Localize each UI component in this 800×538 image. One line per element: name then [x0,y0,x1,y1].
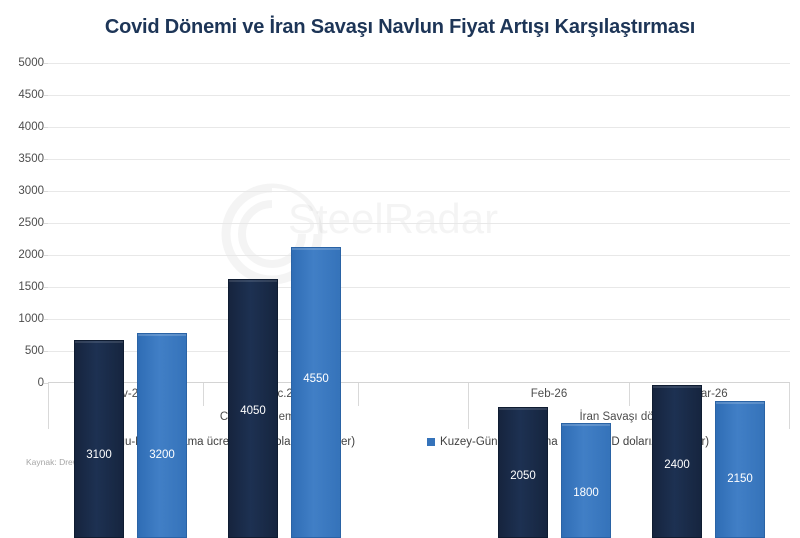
plot-bars: 3100 3200 4050 4550 2050 1800 2400 2150 [48,63,800,538]
x-axis-line [48,382,790,383]
gridline [48,95,790,96]
bar-dogu-bati-nov-20[interactable]: 3100 [74,340,124,538]
bar-value-label: 3200 [149,449,175,461]
bar-kuzey-guney-dec-20[interactable]: 4550 [291,247,341,538]
y-tick-mark [44,63,48,64]
bar-kuzey-guney-mar-26[interactable]: 2150 [715,401,765,538]
y-tick-label: 2000 [18,249,44,261]
y-axis: 5000 4500 4000 3500 3000 2500 2000 1500 … [0,57,48,389]
bar-value-label: 4550 [303,373,329,385]
chart-container: SteelRadar Covid Dönemi ve İran Savaşı N… [0,16,790,538]
x-tick-label-empty [358,383,468,406]
gridline [48,255,790,256]
gridline [48,63,790,64]
bar-value-label: 2400 [664,459,690,471]
gridline [48,159,790,160]
bar-value-label: 2050 [510,470,536,482]
gridline [48,127,790,128]
y-tick-label: 5000 [18,57,44,69]
y-tick-label: 3500 [18,153,44,165]
gridline [48,223,790,224]
category-row: Nov-20 Dec.20 Feb-26 Mar-26 [48,383,790,406]
chart-title: Covid Dönemi ve İran Savaşı Navlun Fiyat… [104,16,696,38]
y-tick-mark [44,319,48,320]
bar-dogu-bati-feb-26[interactable]: 2050 [498,407,548,538]
y-tick-label: 2500 [18,217,44,229]
y-tick-mark [44,287,48,288]
plot-gridlines [48,63,790,383]
y-tick-mark [44,127,48,128]
bar-dogu-bati-dec-20[interactable]: 4050 [228,279,278,538]
bar-value-label: 1800 [573,487,599,499]
bar-dogu-bati-mar-26[interactable]: 2400 [652,385,702,538]
y-tick-label: 500 [24,345,44,357]
y-tick-mark [44,383,48,384]
y-tick-mark [44,159,48,160]
y-tick-label: 3000 [18,185,44,197]
y-tick-mark [44,191,48,192]
gridline [48,191,790,192]
y-tick-label: 1000 [18,313,44,325]
x-tick-label-feb-26: Feb-26 [468,383,629,406]
source-note: Kaynak: Drewry [26,457,86,467]
gridline [48,287,790,288]
y-tick-label: 1500 [18,281,44,293]
bar-kuzey-guney-feb-26[interactable]: 1800 [561,423,611,538]
bar-value-label: 4050 [240,405,266,417]
y-tick-label: 4500 [18,89,44,101]
gridline [48,319,790,320]
legend-swatch-icon [427,438,436,446]
y-tick-mark [44,351,48,352]
bar-value-label: 3100 [86,449,112,461]
y-tick-label: 4000 [18,121,44,133]
y-tick-mark [44,255,48,256]
y-tick-mark [44,95,48,96]
bar-kuzey-guney-nov-20[interactable]: 3200 [137,333,187,538]
gridline [48,351,790,352]
y-tick-label: 0 [37,377,44,389]
y-tick-mark [44,223,48,224]
